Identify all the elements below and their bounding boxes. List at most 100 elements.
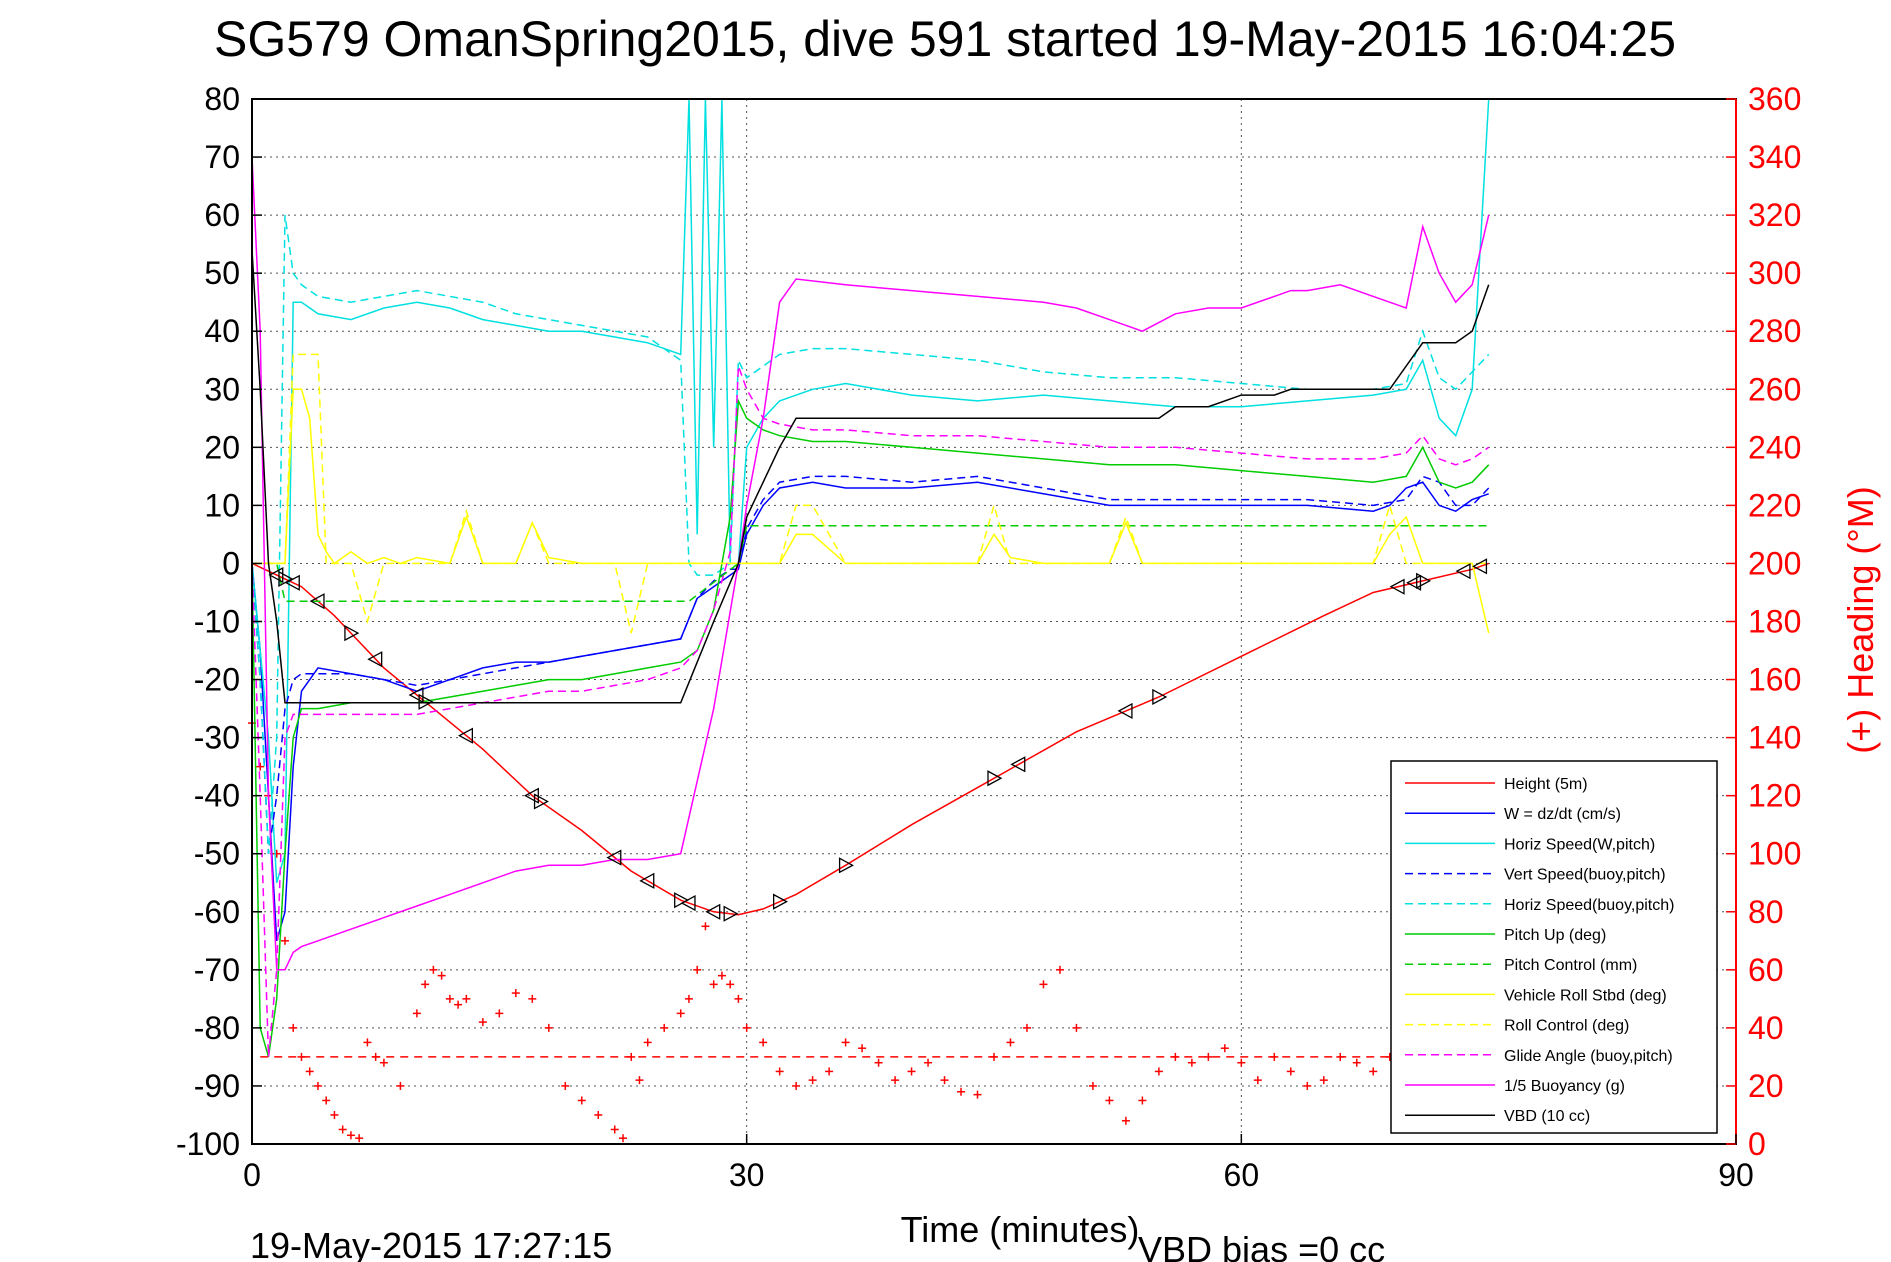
- heading-point: [1319, 1076, 1328, 1085]
- heading-point: [775, 1067, 784, 1076]
- x-tick-label: 30: [729, 1157, 765, 1193]
- x-axis-label: Time (minutes): [901, 1209, 1140, 1250]
- x-tick-label: 60: [1224, 1157, 1260, 1193]
- left-tick-label: 50: [204, 255, 240, 291]
- triangle-marker: [309, 593, 325, 610]
- triangle-marker: [606, 849, 622, 866]
- triangle-marker: [268, 566, 284, 584]
- series-lines: [251, 98, 1490, 1058]
- heading-point: [957, 1087, 966, 1096]
- heading-point: [742, 1023, 751, 1032]
- right-tick-label: 300: [1748, 255, 1801, 291]
- heading-point: [1253, 1076, 1262, 1085]
- left-tick-label: 40: [204, 313, 240, 349]
- legend-label: Horiz Speed(buoy,pitch): [1504, 897, 1674, 914]
- left-tick-label: -50: [194, 836, 240, 872]
- heading-point: [635, 1076, 644, 1085]
- left-axis-ticks: 80 70 60 50 40 30 20 10 0 -10 -20 -30 -40 -50 -60 -70 -8…: [176, 81, 262, 1162]
- heading-point: [528, 994, 537, 1003]
- right-tick-label: 120: [1748, 778, 1801, 814]
- triangle-marker: [674, 892, 690, 909]
- triangle-marker: [639, 872, 655, 889]
- right-axis-label: (+) Heading (°M): [1840, 486, 1881, 753]
- legend: Height (5m) W = dz/dt (cm/s) Horiz Speed(W…: [1390, 760, 1718, 1134]
- heading-point: [726, 980, 735, 989]
- heading-point: [1303, 1081, 1312, 1090]
- legend-label: Glide Angle (buoy,pitch): [1504, 1048, 1673, 1065]
- footer-vbd-bias: VBD bias =0 cc: [1138, 1229, 1385, 1262]
- heading-point: [907, 1067, 916, 1076]
- heading-point: [256, 762, 265, 771]
- right-tick-label: 200: [1748, 545, 1801, 581]
- height-triangle-markers: [268, 558, 1488, 922]
- series-line-horiz-speed-w-pitch: [251, 98, 1490, 884]
- left-tick-label: -70: [194, 952, 240, 988]
- x-axis-ticks: 0 30 60 90: [243, 1134, 1754, 1193]
- heading-point: [462, 994, 471, 1003]
- series-line-1-5-buoyancy-g: [251, 157, 1490, 971]
- left-tick-label: -100: [176, 1126, 240, 1162]
- right-tick-label: 340: [1748, 139, 1801, 175]
- series-line-vbd-10-cc: [251, 249, 1490, 704]
- heading-point: [561, 1081, 570, 1090]
- triangle-marker: [772, 893, 789, 910]
- left-tick-label: 60: [204, 197, 240, 233]
- triangle-marker: [723, 905, 739, 922]
- heading-point: [660, 1023, 669, 1032]
- left-tick-label: -30: [194, 720, 240, 756]
- heading-point: [544, 1023, 553, 1032]
- heading-point: [1121, 1116, 1130, 1125]
- heading-point: [289, 1023, 298, 1032]
- left-tick-label: 0: [222, 545, 240, 581]
- triangle-marker: [523, 787, 539, 804]
- heading-point: [1187, 1058, 1196, 1067]
- heading-point: [643, 1038, 652, 1047]
- heading-point: [734, 994, 743, 1003]
- left-tick-label: -40: [194, 778, 240, 814]
- legend-label: Pitch Up (deg): [1504, 927, 1606, 944]
- series-line-glide-angle-buoy-pitch: [251, 365, 1490, 1057]
- heading-point: [1055, 965, 1064, 974]
- heading-point: [429, 965, 438, 974]
- heading-point: [610, 1125, 619, 1134]
- heading-point: [1286, 1067, 1295, 1076]
- heading-point: [1006, 1038, 1015, 1047]
- heading-point: [594, 1110, 603, 1119]
- right-tick-label: 160: [1748, 662, 1801, 698]
- heading-point: [495, 1009, 504, 1018]
- heading-point: [792, 1081, 801, 1090]
- triangle-marker: [1152, 688, 1168, 706]
- legend-box: [1390, 760, 1718, 1134]
- legend-label: Height (5m): [1504, 776, 1588, 793]
- heading-point: [1369, 1067, 1378, 1076]
- legend-label: W = dz/dt (cm/s): [1504, 806, 1621, 823]
- triangle-marker: [284, 574, 300, 591]
- triangle-marker: [705, 903, 721, 920]
- left-tick-label: -60: [194, 894, 240, 930]
- triangle-marker: [344, 625, 360, 642]
- heading-point: [379, 1058, 388, 1067]
- heading-point: [693, 965, 702, 974]
- series-line-horiz-speed-buoy-pitch: [251, 214, 1490, 854]
- left-tick-label: 80: [204, 81, 240, 117]
- right-tick-label: 260: [1748, 371, 1801, 407]
- left-tick-label: 70: [204, 139, 240, 175]
- series-line-height-5m: [251, 562, 1489, 916]
- legend-label: Vehicle Roll Stbd (deg): [1504, 987, 1667, 1004]
- triangle-marker: [278, 570, 294, 588]
- heading-point: [1088, 1081, 1097, 1090]
- heading-point: [1039, 980, 1048, 989]
- heading-point: [825, 1067, 834, 1076]
- heading-point: [924, 1058, 933, 1067]
- triangle-marker: [680, 894, 696, 912]
- heading-point: [437, 971, 446, 980]
- left-tick-label: 20: [204, 429, 240, 465]
- heading-point: [363, 1038, 372, 1047]
- heading-point: [313, 1081, 322, 1090]
- right-tick-label: 320: [1748, 197, 1801, 233]
- footer-timestamp: 19-May-2015 17:27:15: [250, 1225, 612, 1262]
- triangle-marker: [1117, 702, 1133, 719]
- left-tick-label: -90: [194, 1068, 240, 1104]
- heading-point: [891, 1076, 900, 1085]
